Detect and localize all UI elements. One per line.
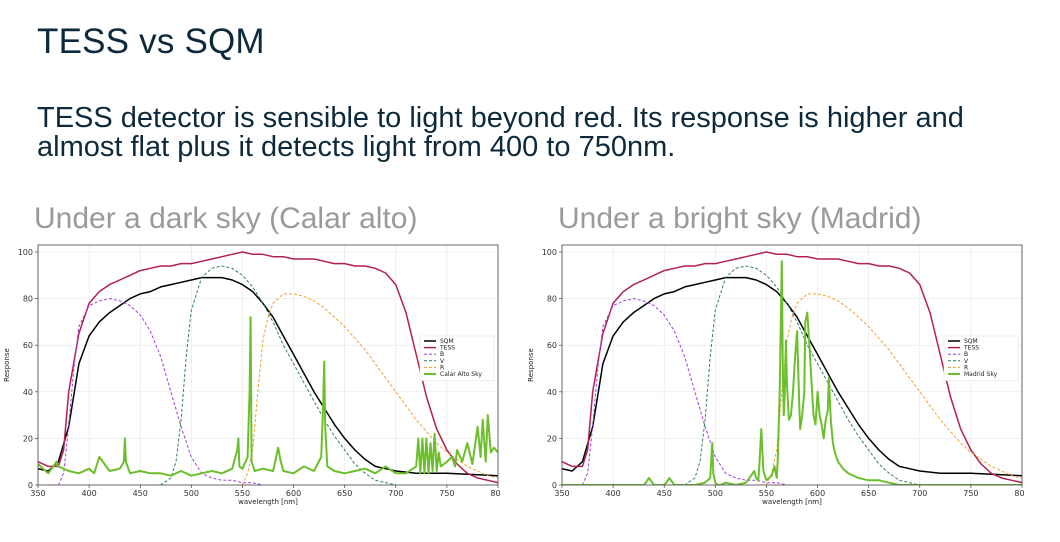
legend-label: R	[440, 364, 444, 371]
chart-bright-sky: 350 400 450 500 550 600 650 700 750 800 0 20 40 60 80 1…	[527, 244, 1024, 506]
y-tick-label: 40	[547, 388, 557, 397]
legend-label: R	[964, 364, 968, 371]
x-tick-label: 800	[1014, 489, 1024, 498]
y-tick-label: 0	[28, 481, 33, 490]
series-line-calar-alto-sky	[38, 316, 498, 477]
series-line-tess	[38, 251, 498, 484]
x-tick-label: 750	[439, 489, 454, 498]
y-axis-label: Response	[3, 348, 11, 382]
chart-title: Under a dark sky (Calar alto)	[34, 202, 418, 235]
y-tick-label: 40	[23, 388, 33, 397]
x-tick-label: 650	[337, 489, 352, 498]
x-axis-label: wavelength [nm]	[238, 498, 298, 506]
y-tick-label: 60	[547, 341, 557, 350]
series-line-v	[674, 265, 920, 485]
legend-label: TESS	[963, 345, 979, 352]
page-title: TESS vs SQM	[37, 22, 265, 61]
page-subtitle: TESS detector is sensible to light beyon…	[37, 102, 964, 163]
series-line-tess	[562, 251, 1022, 484]
legend-label: V	[440, 358, 445, 365]
x-tick-label: 600	[810, 489, 825, 498]
legend-label: SQM	[964, 338, 978, 345]
y-tick-label: 0	[552, 481, 557, 490]
x-tick-label: 400	[605, 489, 620, 498]
legend-label: B	[964, 351, 968, 358]
x-axis-label: wavelength [nm]	[762, 498, 822, 506]
chart-title: Under a bright sky (Madrid)	[558, 202, 922, 235]
legend-label: V	[964, 358, 969, 365]
x-tick-label: 750	[963, 489, 978, 498]
x-tick-label: 700	[912, 489, 927, 498]
chart-panel-dark-sky: Under a dark sky (Calar alto) 350 400 450 5…	[0, 200, 500, 520]
y-tick-label: 20	[23, 434, 33, 443]
legend-label: Madrid Sky	[964, 371, 998, 378]
legend-label: TESS	[439, 345, 455, 352]
x-tick-label: 600	[286, 489, 301, 498]
y-tick-label: 80	[547, 295, 557, 304]
plot-frame	[561, 244, 1023, 486]
series-line-b	[48, 298, 264, 485]
y-tick-label: 60	[23, 341, 33, 350]
y-tick-label: 80	[23, 295, 33, 304]
series-line-r	[232, 293, 498, 485]
y-axis-label: Response	[527, 348, 535, 382]
x-tick-label: 450	[133, 489, 148, 498]
x-tick-label: 550	[759, 489, 774, 498]
series-line-sqm	[38, 276, 498, 477]
chart-panel-bright-sky: Under a bright sky (Madrid) 350 400 450 500…	[524, 200, 1024, 520]
series-line-v	[150, 265, 396, 485]
y-tick-label: 100	[542, 248, 557, 257]
y-tick-label: 20	[547, 434, 557, 443]
x-tick-label: 500	[184, 489, 199, 498]
x-tick-label: 500	[708, 489, 723, 498]
x-tick-label: 350	[554, 489, 569, 498]
x-tick-label: 550	[235, 489, 250, 498]
legend-label: Calar Alto Sky	[440, 371, 482, 378]
legend-label: B	[440, 351, 444, 358]
x-tick-label: 800	[490, 489, 500, 498]
plot-frame	[37, 244, 499, 486]
x-tick-label: 350	[30, 489, 45, 498]
x-tick-label: 400	[81, 489, 96, 498]
x-tick-label: 450	[657, 489, 672, 498]
x-tick-label: 700	[388, 489, 403, 498]
series-line-madrid-sky	[562, 260, 1022, 485]
series-line-r	[756, 293, 1022, 485]
y-tick-label: 100	[18, 248, 33, 257]
legend-label: SQM	[440, 338, 454, 345]
series-line-sqm	[562, 276, 1022, 477]
x-tick-label: 650	[861, 489, 876, 498]
chart-dark-sky: 350 400 450 500 550 600 650 700 750 800 0 20 40 60 80 1…	[3, 244, 500, 506]
